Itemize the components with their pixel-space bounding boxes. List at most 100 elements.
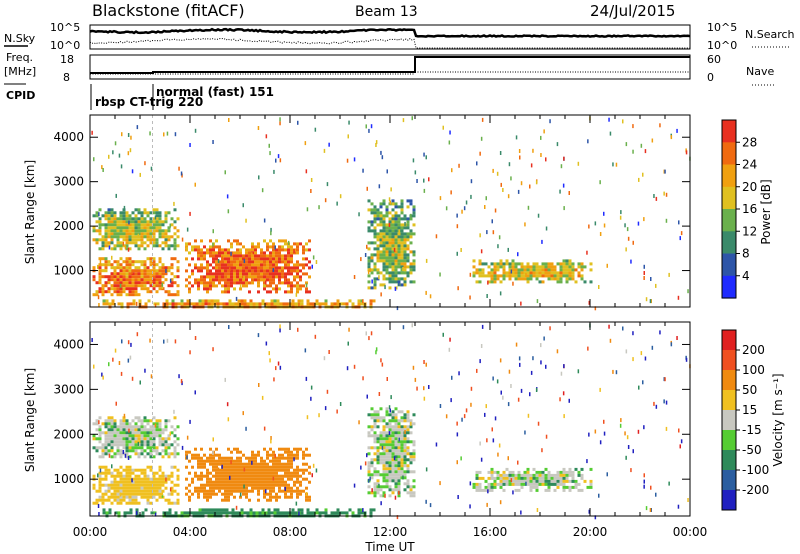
power-cell	[134, 281, 138, 285]
velocity-cell	[302, 477, 305, 481]
velocity-cell	[110, 443, 114, 447]
power-cell	[445, 206, 448, 211]
velocity-cell	[366, 394, 368, 399]
velocity-cell	[152, 440, 156, 444]
velocity-cell	[113, 495, 117, 499]
velocity-cell	[191, 480, 194, 484]
velocity-cell	[131, 471, 135, 475]
power-cell	[257, 278, 260, 282]
power-cell	[163, 132, 165, 137]
power-cell	[678, 220, 680, 225]
velocity-cell	[224, 459, 227, 463]
power-cell	[170, 281, 174, 285]
power-cell	[228, 299, 232, 303]
velocity-cell	[507, 402, 510, 407]
velocity-cell	[131, 478, 133, 483]
power-cell	[137, 278, 141, 282]
velocity-cell	[128, 474, 132, 478]
velocity-cell	[260, 465, 263, 469]
velocity-cell	[382, 437, 386, 441]
colorbar-segment	[722, 164, 736, 188]
power-cell	[562, 259, 566, 263]
velocity-cell	[541, 470, 545, 474]
velocity-cell	[261, 508, 265, 512]
power-cell	[204, 302, 208, 306]
velocity-cell	[394, 437, 398, 441]
power-cell	[385, 238, 389, 242]
power-cell	[281, 266, 284, 270]
power-cell	[143, 275, 147, 279]
power-cell	[376, 259, 380, 263]
power-cell	[95, 229, 99, 233]
velocity-cell	[113, 419, 117, 423]
power-cell	[589, 262, 593, 266]
power-cell	[91, 130, 93, 135]
velocity-cell	[137, 468, 141, 472]
velocity-cell	[264, 511, 268, 515]
velocity-cell	[234, 511, 238, 515]
power-cell	[373, 268, 377, 272]
power-cell	[272, 263, 275, 267]
power-cell	[242, 269, 245, 273]
power-cell	[116, 217, 120, 221]
power-cell	[608, 117, 610, 122]
power-cell	[158, 278, 162, 282]
power-cell	[406, 265, 410, 269]
velocity-cell	[291, 511, 295, 515]
power-cell	[272, 272, 275, 276]
power-cell	[493, 265, 497, 269]
velocity-cell	[125, 434, 129, 438]
velocity-cell	[615, 370, 618, 375]
power-cell	[400, 244, 404, 248]
power-cell	[149, 211, 153, 215]
power-cell	[110, 247, 114, 251]
velocity-cell	[394, 458, 398, 462]
velocity-cell	[397, 479, 401, 483]
power-cell	[272, 275, 275, 279]
velocity-cell	[215, 471, 218, 475]
power-cell	[194, 128, 197, 133]
velocity-cell	[397, 494, 401, 498]
power-cell	[261, 188, 264, 193]
nave-tick-top: 60	[707, 53, 721, 66]
velocity-cell	[376, 491, 380, 495]
power-cell	[296, 290, 299, 294]
velocity-cell	[122, 468, 126, 472]
velocity-cell	[146, 477, 150, 481]
power-cell	[400, 208, 404, 212]
power-cell	[290, 290, 293, 294]
velocity-cell	[376, 470, 380, 474]
velocity-cell	[245, 480, 248, 484]
velocity-cell	[530, 370, 533, 375]
power-cell	[230, 263, 233, 267]
power-cell	[285, 302, 289, 306]
power-cell	[139, 172, 141, 177]
velocity-cell	[588, 432, 590, 437]
power-cell	[435, 234, 438, 239]
velocity-cell	[212, 468, 215, 472]
power-cell	[215, 254, 218, 258]
velocity-cell	[553, 473, 557, 477]
power-cell	[514, 265, 518, 269]
power-cell	[215, 266, 218, 270]
power-cell	[128, 263, 132, 267]
velocity-cell	[185, 465, 188, 469]
velocity-cell	[192, 511, 196, 515]
power-cell	[324, 302, 328, 306]
power-cell	[394, 271, 398, 275]
power-cell	[122, 235, 126, 239]
velocity-cell	[373, 491, 377, 495]
power-cell	[412, 232, 416, 236]
power-cell	[523, 277, 527, 281]
velocity-cell	[233, 474, 236, 478]
power-cell	[125, 293, 129, 297]
power-cell	[391, 199, 395, 203]
velocity-cell	[603, 419, 605, 424]
power-cell	[541, 262, 545, 266]
power-cell	[239, 275, 242, 279]
power-cell	[664, 169, 666, 174]
velocity-cell	[293, 471, 296, 475]
velocity-cell	[562, 485, 566, 489]
velocity-cell	[687, 498, 689, 502]
velocity-cell	[388, 440, 392, 444]
